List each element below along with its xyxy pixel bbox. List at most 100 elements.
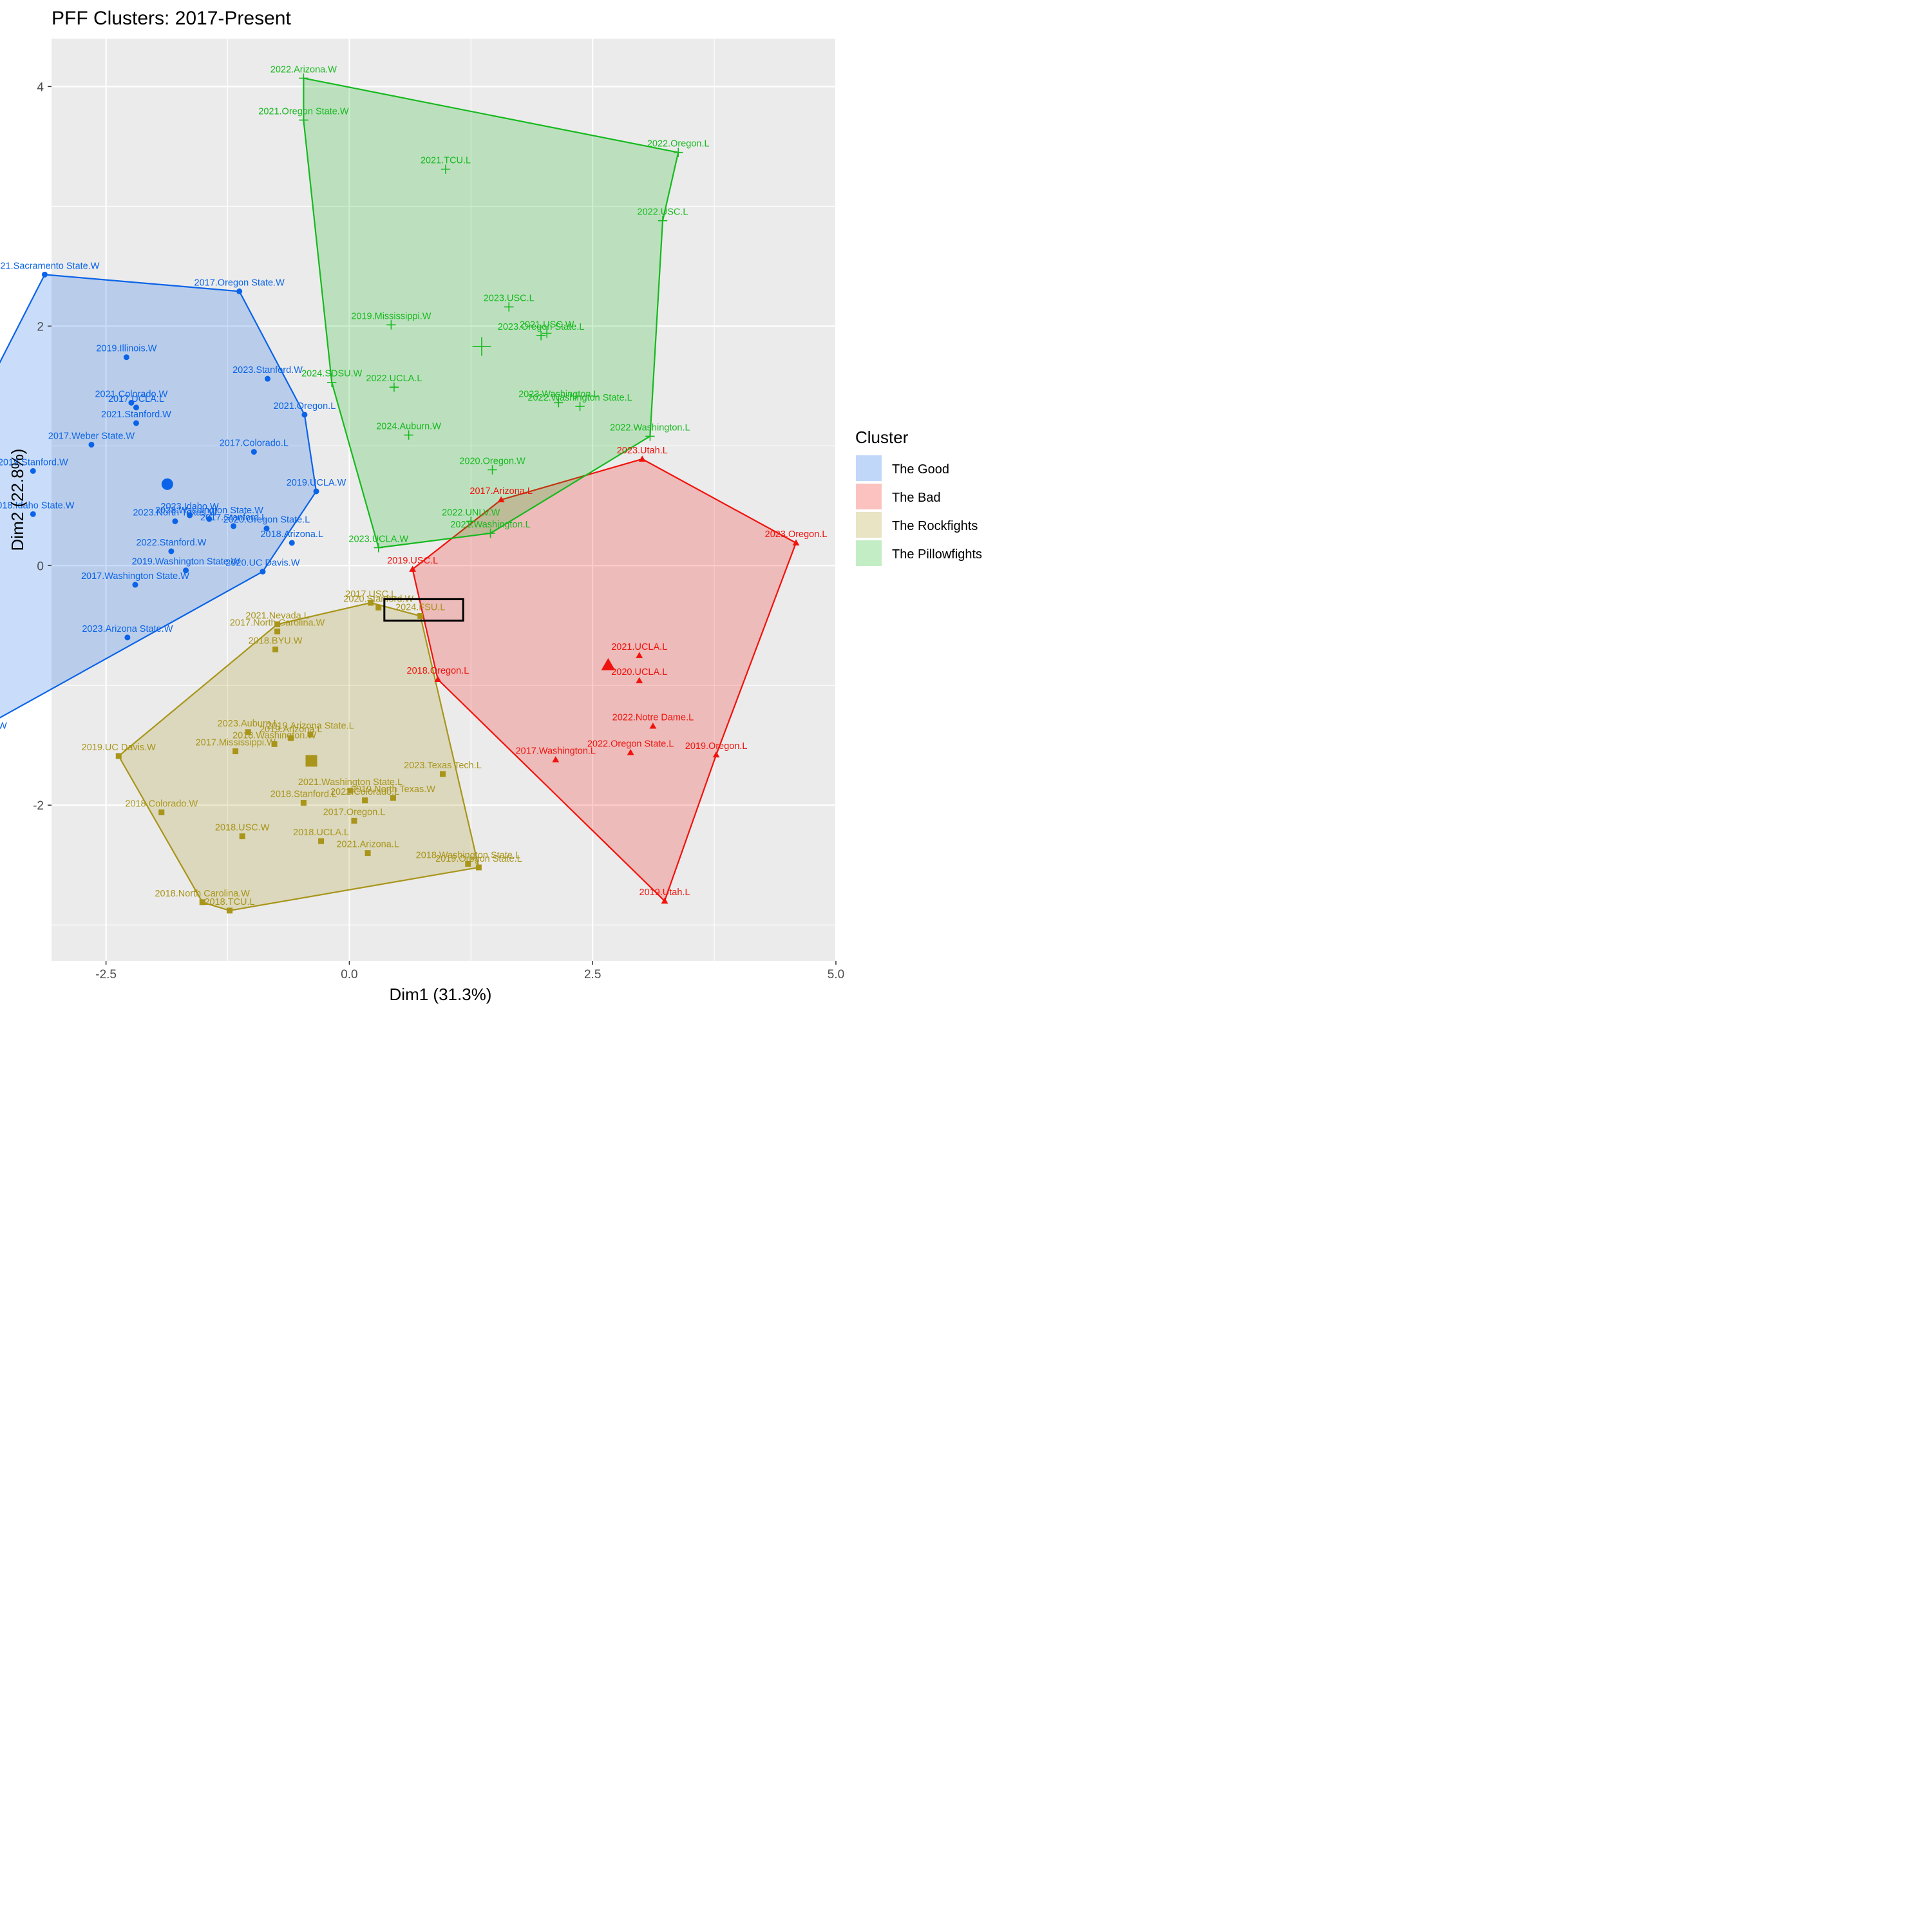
- point-2019-oregon-state-l: [475, 864, 482, 871]
- legend-title: Cluster: [855, 428, 909, 447]
- label-2023-arizona-state-w: 2023.Arizona State.W: [82, 624, 173, 634]
- label-2023-stanford-w: 2023.Stanford.W: [232, 365, 303, 375]
- label-2019-arizona-state-l: 2019.Arizona State.L: [267, 721, 354, 732]
- label-2017-washington-state-w: 2017.Washington State.W: [81, 571, 189, 582]
- axes: -2.5 0.0 2.5 5.0 -2 0 2 4: [33, 80, 844, 981]
- legend-label-the-rockfights: The Rockfights: [892, 519, 978, 533]
- highlight-box: [383, 598, 464, 622]
- point-2021-washington-state-l: [347, 788, 354, 794]
- point-2019-oregon-l: [712, 751, 720, 758]
- point-2023-texas-tech-l: [439, 771, 446, 777]
- label-2019-uc-davis-w: 2019.UC Davis.W: [82, 743, 156, 753]
- point-2017-ucla-l: [133, 404, 139, 411]
- label-2020-oregon-w: 2020.Oregon.W: [459, 457, 526, 467]
- point-2018-stanford-l: [300, 800, 307, 806]
- point-2021-stanford-w: [133, 420, 139, 426]
- label-2021-washington-l: 2021.Washington.L: [450, 520, 530, 530]
- point-2021-oregon-l: [301, 412, 308, 418]
- label-2023-oregon-state-l: 2023.Oregon State.L: [498, 322, 585, 332]
- point-2022-oregon-l: [673, 147, 683, 157]
- label-2017-arizona-l: 2017.Arizona.L: [469, 486, 533, 497]
- point-2018-tcu-l: [227, 907, 233, 914]
- label-2018-idaho-state-w: 2018.Idaho State.W: [0, 500, 75, 511]
- label-2024-auburn-w: 2024.Auburn.W: [376, 422, 441, 432]
- point-2019-utah-l: [661, 897, 668, 904]
- label-2023-texas-tech-l: 2023.Texas Tech.L: [404, 761, 482, 771]
- point-2018-north-carolina-w: [199, 899, 205, 905]
- y-tick-label: 4: [37, 80, 44, 94]
- label-2018-oregon-l: 2018.Oregon.L: [407, 666, 469, 676]
- label-2017-colorado-l: 2017.Colorado.L: [220, 439, 289, 449]
- point-2017-usc-l: [368, 600, 374, 606]
- label-2019-stanford-w: 2019.Stanford.W: [0, 457, 68, 468]
- label-2019-arizona-l: 2019.Arizona.L: [260, 724, 323, 735]
- point-2021-oregon-state-w: [299, 115, 308, 125]
- centroid-the-pillowfights: [472, 337, 491, 356]
- y-tick-label: 2: [37, 320, 44, 334]
- label-2019-north-texas-w: 2019.North Texas.W: [351, 784, 435, 795]
- label-2022-oregon-l: 2022.Oregon.L: [647, 139, 710, 149]
- point-2023-ucla-w: [374, 543, 383, 553]
- y-tick-label: 0: [37, 560, 44, 573]
- data-points: [30, 73, 800, 914]
- cluster-chart: PFF Clusters: 2017-Present 2021.Sacramen…: [0, 8, 982, 1004]
- legend-key-bg: [855, 511, 882, 538]
- point-2018-ucla-l: [318, 838, 325, 844]
- label-2022-usc-l: 2022.USC.L: [638, 207, 688, 218]
- label-2023-washington-l: 2023.Washington.L: [518, 389, 598, 399]
- point-2018-arizona-l: [289, 540, 295, 546]
- label-2019-oregon-l: 2019.Oregon.L: [685, 741, 748, 752]
- point-2019-north-texas-w: [390, 795, 396, 801]
- point-2023-idaho-w: [187, 512, 193, 518]
- point-2021-tcu-l: [440, 164, 451, 174]
- label-2023-auburn-l: 2023.Auburn.L: [218, 719, 279, 729]
- label-2017-ucla-l: 2017.UCLA.L: [108, 394, 164, 404]
- label-2021-tcu-l: 2021.TCU.L: [421, 156, 471, 166]
- point-2017-mississippi-w: [232, 748, 239, 755]
- legend-swatch-the-bad: [856, 484, 882, 509]
- label-2018-washington-state-l: 2018.Washington State.L: [416, 850, 520, 860]
- point-2017-oregon-l: [351, 817, 357, 824]
- point-2022-usc-l: [658, 216, 668, 225]
- label-2018-byu-w: 2018.BYU.W: [249, 636, 303, 646]
- label-2021-stanford-w: 2021.Stanford.W: [101, 410, 171, 420]
- point-2019-arizona-l: [288, 735, 294, 741]
- label-2018-colorado-w: 2018.Colorado.W: [125, 799, 198, 809]
- label-2023-washington-state-w: 2023.Washington State.W: [155, 506, 263, 516]
- legend: Cluster The Good The Bad The Rockfights The…: [855, 428, 982, 567]
- label-2023-idaho-w: 2023.Idaho.W: [160, 502, 219, 512]
- legend-swatch-the-rockfights: [856, 512, 882, 538]
- label-2021-washington-state-l: 2021.Washington State.L: [298, 777, 402, 788]
- label-2019-ucla-w: 2019.UCLA.W: [287, 478, 346, 488]
- point-2022-colorado-l: [362, 797, 368, 804]
- label-2019-illinois-w: 2019.Illinois.W: [96, 344, 157, 354]
- point-2022-washington-l: [645, 431, 655, 441]
- legend-key-bg: [855, 540, 882, 567]
- point-2019-illinois-w: [123, 354, 129, 361]
- label-2017-washington-l: 2017.Washington.L: [516, 746, 596, 757]
- point-2024-auburn-w: [404, 430, 413, 440]
- label-2018-tcu-l: 2018.TCU.L: [204, 897, 254, 907]
- point-2018-washington-w: [271, 741, 278, 747]
- point-2022-arizona-w: [299, 73, 308, 83]
- centroid-the-bad: [601, 658, 616, 670]
- point-2023-stanford-w: [264, 375, 270, 382]
- point-2022-unlv-w: [466, 516, 476, 526]
- point-2020-oregon-state-l: [263, 526, 270, 532]
- label-2018-north-carolina-w: 2018.North Carolina.W: [155, 889, 250, 899]
- point-2021-sacramento-state-w: [41, 271, 48, 278]
- label-2018-arizona-l: 2018.Arizona.L: [260, 529, 323, 540]
- legend-label-the-good: The Good: [892, 462, 949, 477]
- label-2021-arizona-l: 2021.Arizona.L: [336, 840, 399, 850]
- point-2024-sdsu-w: [327, 377, 337, 387]
- label-2019-utah-l: 2019.Utah.L: [639, 887, 690, 898]
- label-2022-ucla-l: 2022.UCLA.L: [366, 374, 422, 384]
- label-2022-arizona-w: 2022.Arizona.W: [270, 64, 337, 75]
- point-2019-mississippi-w: [386, 320, 396, 330]
- point-2022-ucla-l: [389, 382, 399, 392]
- label-2020-ucla-l: 2020.UCLA.L: [611, 667, 667, 677]
- label-2017-mississippi-w: 2017.Mississippi.W: [196, 738, 276, 748]
- hull-the-bad: [412, 458, 797, 902]
- point-2018-colorado-w: [158, 809, 165, 815]
- label-2017-stanford-l: 2017.Stanford.L: [200, 513, 267, 523]
